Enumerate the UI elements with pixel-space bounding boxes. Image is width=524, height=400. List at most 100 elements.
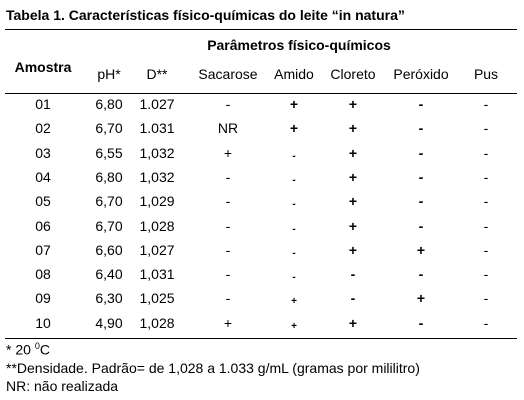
table-cell: -	[225, 241, 231, 258]
table-cell: -	[483, 217, 489, 234]
table-cell: 06	[35, 217, 51, 234]
table-cell: +	[348, 96, 358, 112]
table-cell: 04	[35, 168, 51, 185]
table-cell: +	[291, 320, 297, 332]
table-cell: 4,90	[95, 314, 123, 331]
table-cell: -	[225, 290, 231, 307]
table-cell: +	[348, 241, 358, 258]
table-cell: 1.027	[139, 96, 175, 112]
table-cell: -	[483, 314, 489, 331]
table-cell: 07	[35, 241, 51, 258]
bottom-rule	[5, 338, 517, 339]
table-cell: +	[348, 120, 358, 137]
table-cell: +	[223, 314, 233, 331]
table-cell: 6,80	[95, 96, 123, 112]
note-sup: 0	[34, 341, 40, 351]
table-cell: -	[483, 120, 489, 137]
note-nr: NR: não realizada	[6, 378, 119, 394]
column-header: Cloreto	[330, 66, 376, 82]
top-rule	[5, 29, 517, 30]
table-cell: +	[348, 314, 358, 331]
column-header: Peróxido	[393, 66, 449, 82]
table-cell: 6,60	[95, 241, 123, 258]
table-cell: -	[418, 193, 424, 210]
table-cell: +	[348, 168, 358, 185]
table-cell: NR	[217, 120, 239, 137]
table-cell: 6,70	[95, 217, 123, 234]
table-cell: -	[418, 96, 424, 112]
table-cell: +	[348, 193, 358, 210]
table-cell: -	[225, 217, 231, 234]
table-cell: 1,027	[139, 241, 175, 258]
column-header: Sacarose	[198, 66, 258, 82]
note-suffix: C	[39, 341, 50, 358]
table-cell: 08	[35, 266, 51, 283]
table-cell: 1,032	[139, 144, 175, 161]
table-cell: -	[225, 266, 231, 283]
table-cell: 6,70	[95, 120, 123, 137]
table-cell: -	[418, 217, 424, 234]
column-header: Amido	[274, 66, 314, 82]
note-prefix: * 20	[6, 341, 35, 358]
table-cell: -	[483, 290, 489, 307]
table-cell: 01	[35, 96, 51, 112]
table-cell: 03	[35, 144, 51, 161]
table-cell: -	[483, 193, 489, 210]
table-cell: -	[483, 241, 489, 258]
table-cell: +	[416, 290, 426, 307]
table-cell: -	[292, 199, 296, 211]
table-cell: -	[292, 247, 296, 259]
table-cell: 1,025	[139, 290, 175, 307]
header-rule	[5, 93, 517, 94]
table-cell: 1,029	[139, 193, 175, 210]
table-cell: -	[418, 266, 424, 283]
note-density: **Densidade. Padrão= de 1,028 a 1.033 g/…	[6, 360, 420, 376]
table-cell: 05	[35, 193, 51, 210]
table-cell: 1,028	[139, 314, 175, 331]
table-cell: 1.031	[139, 120, 175, 137]
column-header: D**	[146, 66, 168, 82]
table-cell: -	[225, 168, 231, 185]
table-cell: -	[292, 174, 296, 186]
table-cell: -	[225, 193, 231, 210]
table-cell: 09	[35, 290, 51, 307]
table-cell: +	[348, 144, 358, 161]
table-cell: 6,40	[95, 266, 123, 283]
table-cell: 6,30	[95, 290, 123, 307]
column-header: pH*	[97, 66, 121, 82]
table-cell: -	[418, 120, 424, 137]
table-cell: -	[483, 266, 489, 283]
table-cell: -	[292, 223, 296, 235]
table-cell: -	[483, 96, 489, 112]
table-cell: +	[223, 144, 233, 161]
table-cell: -	[350, 266, 356, 283]
row-header: Amostra	[14, 59, 72, 75]
table-cell: 02	[35, 120, 51, 137]
table-cell: 1,032	[139, 168, 175, 185]
table-cell: 1,028	[139, 217, 175, 234]
table-cell: -	[418, 168, 424, 185]
table-cell: -	[292, 150, 296, 162]
table-cell: -	[483, 168, 489, 185]
table-cell: -	[418, 144, 424, 161]
table-cell: +	[291, 296, 297, 308]
table-cell: 6,80	[95, 168, 123, 185]
table-cell: +	[348, 217, 358, 234]
table-cell: -	[483, 144, 489, 161]
table-cell: 6,55	[95, 144, 123, 161]
column-header: Pus	[473, 66, 499, 82]
table-cell: +	[416, 241, 426, 258]
table-cell: -	[350, 290, 356, 307]
table-cell: -	[418, 314, 424, 331]
table-cell: +	[289, 96, 299, 112]
group-header: Parâmetros físico-químicos	[207, 37, 391, 53]
table-cell: -	[292, 272, 296, 284]
table-cell: 1,031	[139, 266, 175, 283]
note-temperature: * 20 0C	[6, 341, 50, 358]
table-cell: +	[289, 120, 299, 137]
table-cell: 6,70	[95, 193, 123, 210]
table-cell: -	[225, 96, 231, 112]
table-title: Tabela 1. Características físico-química…	[6, 7, 405, 23]
table-cell: 10	[35, 314, 51, 331]
